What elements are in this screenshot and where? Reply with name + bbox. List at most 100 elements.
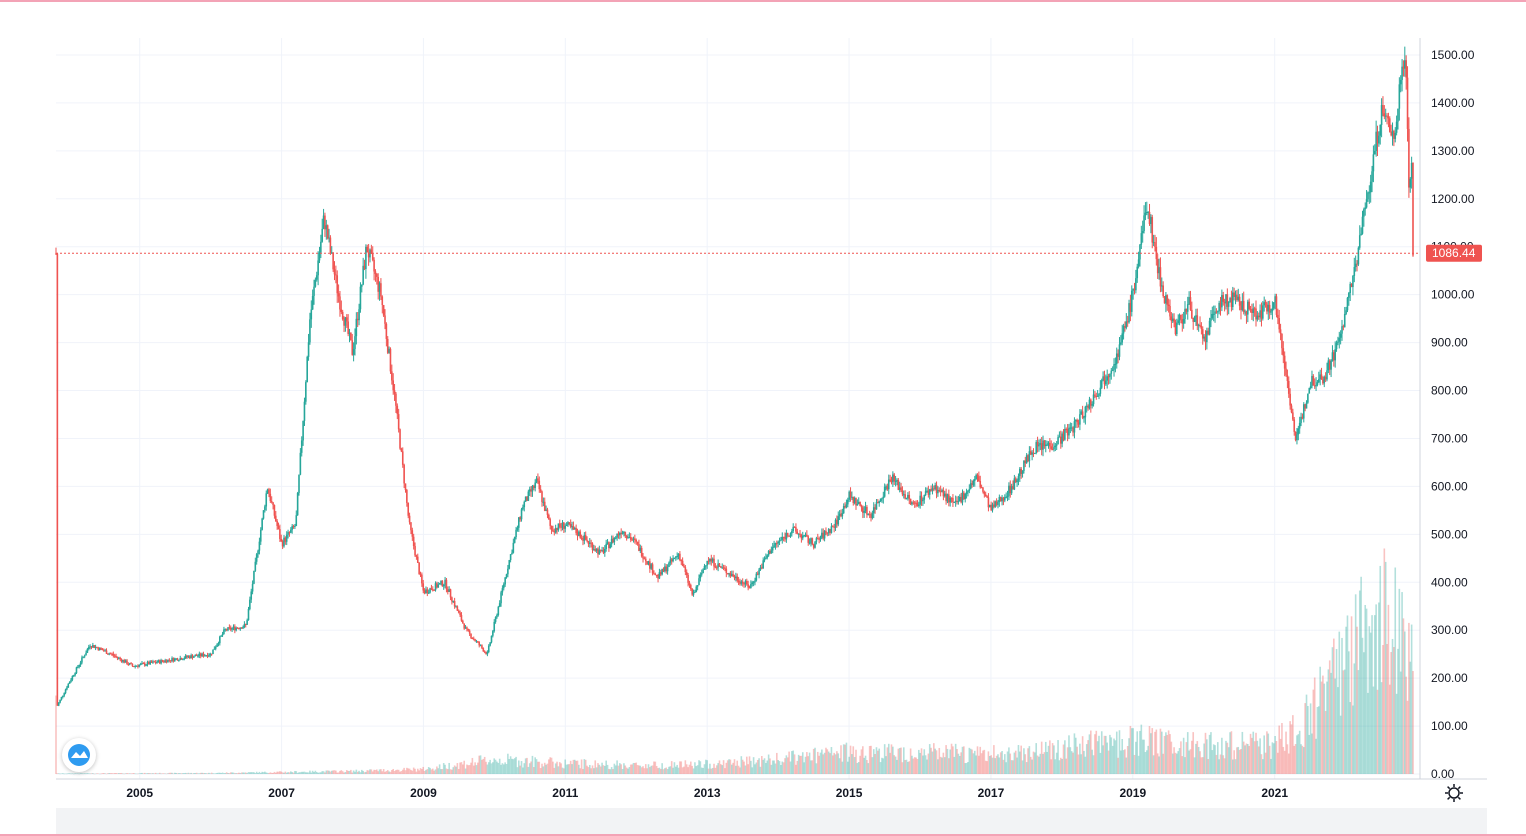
volume-bar (1154, 731, 1156, 774)
volume-bar (584, 759, 587, 774)
volume-bar (59, 773, 61, 775)
volume-bar (643, 768, 646, 774)
volume-bar (452, 767, 455, 774)
volume-bar (115, 773, 117, 774)
volume-bar (758, 758, 760, 774)
volume-bar (1369, 632, 1372, 774)
candle-body (407, 502, 410, 516)
candle-body (224, 629, 227, 631)
candle-body (1105, 380, 1107, 385)
candle-body (143, 663, 146, 666)
volume-bar (871, 757, 874, 774)
volume-bar (302, 771, 304, 774)
candle-body (380, 283, 382, 297)
candle-body (687, 574, 689, 583)
candle-body (601, 550, 603, 552)
candle-body (588, 542, 591, 544)
candle-body (423, 590, 426, 594)
candle-body (437, 584, 440, 588)
volume-bar (720, 764, 722, 774)
volume-bar (311, 770, 314, 774)
candle-body (444, 579, 446, 585)
volume-bar (1088, 734, 1091, 774)
volume-bar (425, 769, 427, 774)
candle-body (1072, 427, 1074, 433)
volume-bar (1040, 741, 1043, 774)
candle-body (584, 535, 587, 540)
price-tick-label: 700.00 (1431, 431, 1468, 445)
time-tick-label: 2005 (126, 786, 153, 800)
volume-bar (907, 761, 909, 774)
candle-body (1064, 428, 1066, 440)
volume-bar (441, 769, 444, 774)
candle-body (257, 550, 259, 555)
candle-body (188, 656, 191, 659)
volume-bar (851, 754, 853, 774)
candle-body (487, 645, 490, 652)
candle-body (1378, 135, 1380, 144)
volume-bar (199, 772, 202, 774)
volume-bar (1132, 728, 1134, 774)
candle-body (314, 279, 317, 287)
candle-body (700, 573, 703, 575)
volume-bar (168, 772, 171, 774)
volume-bar (664, 768, 666, 774)
candle-body (643, 558, 646, 560)
volume-bar (320, 772, 322, 774)
candle-body (374, 271, 377, 275)
volume-bar (991, 757, 994, 774)
candle-body (808, 542, 811, 544)
volume-bar (1031, 759, 1033, 774)
gear-icon[interactable] (1443, 782, 1465, 804)
volume-bar (961, 746, 964, 774)
candle-body (967, 490, 969, 493)
volume-bar (797, 754, 800, 774)
price-tick-label: 800.00 (1431, 384, 1468, 398)
volume-bar (1004, 754, 1006, 774)
volume-bar (958, 755, 961, 774)
volume-bar (1360, 576, 1362, 774)
candle-body (1214, 311, 1216, 314)
candle-body (1079, 414, 1081, 425)
time-tick-label: 2019 (1119, 786, 1146, 800)
candle-body (455, 606, 457, 608)
candle-body (931, 488, 934, 491)
volume-bar (150, 773, 153, 774)
candle-body (935, 485, 938, 494)
candle-body (1049, 442, 1051, 447)
candle-body (486, 651, 489, 655)
volume-bar (998, 757, 1001, 774)
volume-bar (887, 743, 890, 774)
candle-body (119, 657, 121, 660)
volume-bar (182, 773, 184, 774)
volume-bar (1388, 684, 1391, 774)
candle-body (748, 587, 751, 589)
candle-body (228, 627, 231, 629)
candle-body (74, 673, 76, 676)
volume-bar (937, 759, 939, 774)
candle-body (918, 504, 920, 506)
tradingview-logo-icon[interactable] (62, 738, 96, 772)
candle-body (769, 550, 771, 554)
candle-body (1399, 79, 1402, 85)
volume-bar (1211, 750, 1214, 774)
volume-bar (875, 747, 878, 774)
volume-bar (756, 759, 759, 774)
volume-bar (456, 763, 459, 774)
volume-bar (1405, 676, 1407, 774)
volume-bar (288, 772, 291, 774)
volume-bar (1268, 745, 1271, 774)
volume-bar (918, 749, 920, 774)
price-tick-label: 100.00 (1431, 719, 1468, 733)
candle-body (953, 502, 956, 504)
candle-body (1058, 436, 1061, 438)
volume-bar (549, 757, 551, 774)
candle-body (1300, 416, 1302, 423)
candle-body (665, 566, 668, 572)
volume-bar (388, 771, 390, 774)
candle-body (1331, 352, 1334, 362)
candle-body (791, 531, 793, 534)
candle-body (285, 534, 288, 542)
volume-bar (134, 773, 136, 775)
